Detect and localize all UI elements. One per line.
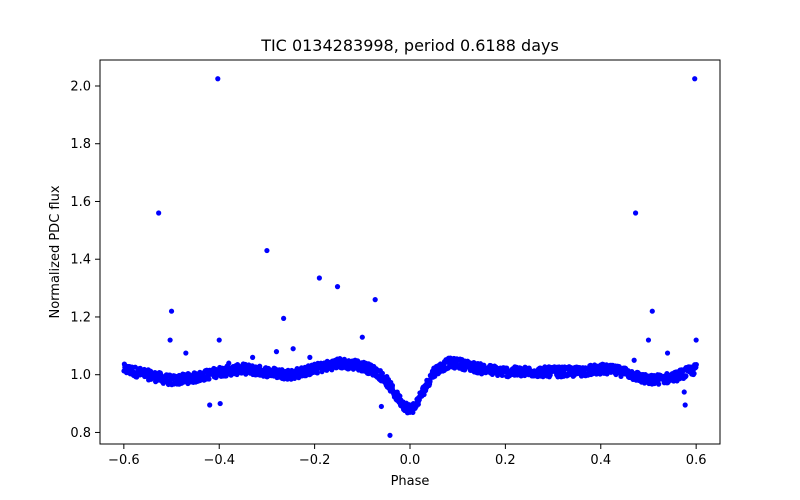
data-point	[656, 381, 662, 387]
outlier-point	[649, 308, 655, 314]
x-axis-label: Phase	[391, 474, 430, 489]
outlier-point	[681, 389, 687, 395]
outlier-point	[359, 334, 365, 340]
data-point	[693, 361, 699, 368]
outlier-point	[334, 284, 341, 290]
x-tick-label: −0.6	[108, 453, 140, 468]
outlier-point	[226, 360, 232, 366]
outlier-point	[692, 76, 698, 82]
x-tick-label: 0.2	[495, 453, 516, 468]
x-tick-label: 0.4	[590, 453, 611, 468]
y-tick-label: 1.2	[70, 310, 91, 325]
outlier-point	[387, 432, 393, 438]
outlier-point	[632, 210, 639, 216]
y-axis-label: Normalized PDC flux	[48, 185, 63, 318]
data-point	[314, 370, 320, 376]
y-axis: 0.8 1.0 1.2 1.4 1.6 1.8 2.0	[70, 79, 100, 441]
outlier-point	[215, 76, 221, 82]
outlier-point	[290, 346, 296, 352]
outlier-point	[664, 350, 671, 356]
outlier-point	[183, 350, 189, 356]
y-tick-label: 1.4	[70, 253, 91, 268]
x-axis: −0.6 −0.4 −0.2 0.0 0.2 0.4 0.6	[108, 444, 706, 468]
outlier-point	[316, 275, 322, 281]
outlier-point	[281, 315, 287, 322]
data-point	[683, 373, 689, 379]
y-tick-label: 1.8	[70, 137, 91, 152]
outlier-point	[693, 337, 699, 343]
outlier-point	[407, 409, 413, 415]
outlier-point	[273, 349, 280, 355]
chart-title: TIC 0134283998, period 0.6188 days	[260, 36, 559, 55]
outlier-point	[156, 210, 162, 216]
outlier-point	[264, 247, 270, 254]
outlier-point	[682, 402, 688, 408]
outlier-point	[645, 337, 652, 343]
x-tick-label: −0.2	[299, 453, 331, 468]
data-point	[397, 393, 403, 399]
y-tick-label: 1.0	[70, 368, 91, 383]
outlier-point	[207, 402, 213, 408]
outlier-point	[216, 337, 222, 343]
x-tick-label: 0.6	[686, 453, 707, 468]
y-tick-label: 1.6	[70, 195, 91, 210]
data-point	[427, 378, 433, 385]
data-point	[206, 376, 212, 382]
x-tick-label: 0.0	[400, 453, 421, 468]
outlier-point	[631, 357, 637, 363]
outlier-point	[217, 400, 223, 407]
data-point	[415, 401, 421, 407]
y-tick-label: 0.8	[70, 426, 91, 441]
data-point	[616, 364, 622, 370]
x-tick-label: −0.4	[203, 453, 235, 468]
plot-frame	[99, 59, 721, 445]
data-points	[121, 76, 699, 438]
outlier-point	[307, 354, 313, 360]
outlier-point	[167, 337, 173, 343]
data-point	[389, 382, 396, 389]
data-point	[257, 363, 263, 369]
outlier-point	[378, 403, 384, 410]
y-tick-label: 2.0	[70, 79, 91, 94]
outlier-point	[250, 354, 256, 360]
data-point	[691, 370, 697, 377]
outlier-point	[168, 308, 175, 314]
outlier-point	[352, 357, 358, 363]
outlier-point	[372, 297, 378, 303]
